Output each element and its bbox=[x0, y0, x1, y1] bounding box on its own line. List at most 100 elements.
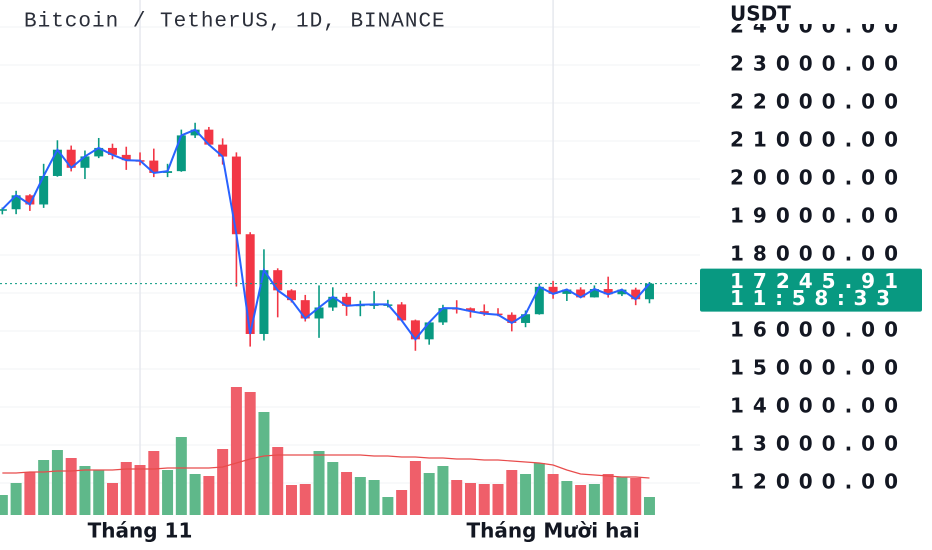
volume-bar bbox=[437, 466, 449, 515]
volume-bar bbox=[327, 462, 339, 515]
candle-body bbox=[438, 308, 448, 323]
candle-body bbox=[342, 296, 352, 306]
volume-bar bbox=[520, 474, 532, 515]
candle-body bbox=[52, 149, 62, 176]
candle-body bbox=[300, 300, 310, 319]
chart-title: Bitcoin / TetherUS, 1D, BINANCE bbox=[24, 11, 446, 34]
price-pane bbox=[0, 122, 700, 351]
volume-pane bbox=[0, 387, 655, 515]
candle-body bbox=[603, 289, 613, 295]
axis-header-bg bbox=[705, 0, 932, 24]
candle-body bbox=[507, 314, 517, 323]
volume-bar bbox=[354, 477, 366, 515]
volume-bar bbox=[51, 450, 63, 515]
candle-body bbox=[259, 270, 269, 334]
candle-body bbox=[80, 156, 90, 168]
volume-bar bbox=[189, 474, 201, 515]
volume-bar bbox=[203, 476, 215, 515]
candle-body bbox=[479, 311, 489, 314]
volume-bar bbox=[588, 484, 600, 515]
volume-bar bbox=[285, 485, 297, 515]
volume-bar bbox=[65, 458, 77, 515]
volume-bar bbox=[451, 480, 463, 515]
candle-body bbox=[562, 289, 572, 294]
candle-body bbox=[218, 144, 228, 157]
candle-body bbox=[39, 175, 49, 205]
volume-bar bbox=[175, 437, 187, 515]
x-tick-label: Tháng 11 bbox=[88, 519, 193, 543]
candle-body bbox=[273, 270, 283, 291]
candle-body bbox=[176, 135, 186, 172]
candle-body bbox=[231, 156, 241, 235]
candle-body bbox=[576, 289, 586, 298]
close-line bbox=[1, 128, 651, 341]
last-price-badge-bg bbox=[700, 268, 922, 312]
candle-body bbox=[25, 195, 35, 205]
candle-body bbox=[149, 160, 159, 173]
volume-bar bbox=[162, 470, 174, 515]
candle-body bbox=[314, 307, 324, 319]
volume-bar bbox=[79, 466, 91, 515]
candle-body bbox=[617, 289, 627, 295]
candle-body bbox=[107, 147, 117, 155]
volume-bar bbox=[148, 451, 160, 515]
volume-bar bbox=[533, 463, 545, 515]
candle-body bbox=[631, 289, 641, 300]
grid bbox=[0, 0, 700, 515]
candle-body bbox=[410, 320, 420, 340]
volume-bar bbox=[230, 387, 242, 515]
candle-body bbox=[66, 149, 76, 168]
volume-bar bbox=[244, 392, 256, 515]
volume-bar bbox=[93, 470, 105, 515]
candle-body bbox=[121, 154, 131, 161]
candle-body bbox=[0, 209, 7, 211]
volume-bar bbox=[409, 461, 421, 515]
volume-bar bbox=[643, 497, 655, 515]
candle-body bbox=[534, 286, 544, 315]
volume-bar bbox=[272, 447, 284, 515]
candle-body bbox=[94, 147, 104, 157]
volume-bar bbox=[575, 485, 587, 515]
volume-bar bbox=[106, 483, 118, 515]
candle-body bbox=[424, 322, 434, 340]
volume-bar bbox=[478, 484, 490, 515]
volume-bar bbox=[602, 474, 614, 515]
candle-body bbox=[190, 129, 200, 136]
candle-body bbox=[397, 304, 407, 321]
volume-bar bbox=[0, 495, 8, 515]
volume-bar bbox=[547, 474, 559, 515]
candle-body bbox=[204, 129, 214, 145]
y-axis-label: USDT bbox=[730, 2, 791, 26]
volume-bar bbox=[492, 484, 504, 515]
volume-bar bbox=[561, 481, 573, 515]
candle-body bbox=[548, 286, 558, 294]
volume-bar bbox=[382, 497, 394, 515]
volume-bar bbox=[368, 480, 380, 515]
volume-bar bbox=[24, 472, 36, 515]
candle-body bbox=[521, 314, 531, 323]
x-tick-label: Tháng Mười hai bbox=[466, 519, 639, 543]
volume-ma-line bbox=[2, 454, 650, 479]
volume-bar bbox=[423, 473, 435, 515]
volume-bar bbox=[217, 449, 229, 515]
candle-body bbox=[644, 283, 654, 300]
volume-bar bbox=[616, 477, 628, 515]
candle-body bbox=[11, 195, 21, 210]
volume-bar bbox=[341, 472, 353, 515]
volume-bar bbox=[464, 483, 476, 515]
volume-bar bbox=[506, 470, 518, 515]
volume-bar bbox=[258, 412, 270, 515]
volume-bar bbox=[396, 490, 408, 515]
candle-body bbox=[328, 296, 338, 308]
candle-body bbox=[465, 308, 475, 312]
volume-bar bbox=[630, 478, 642, 515]
candle-body bbox=[589, 289, 599, 298]
volume-bar bbox=[299, 484, 311, 515]
volume-bar bbox=[120, 462, 132, 515]
volume-bar bbox=[10, 483, 22, 515]
volume-bar bbox=[313, 451, 325, 515]
candle-body bbox=[286, 290, 296, 301]
volume-bar bbox=[134, 465, 146, 515]
